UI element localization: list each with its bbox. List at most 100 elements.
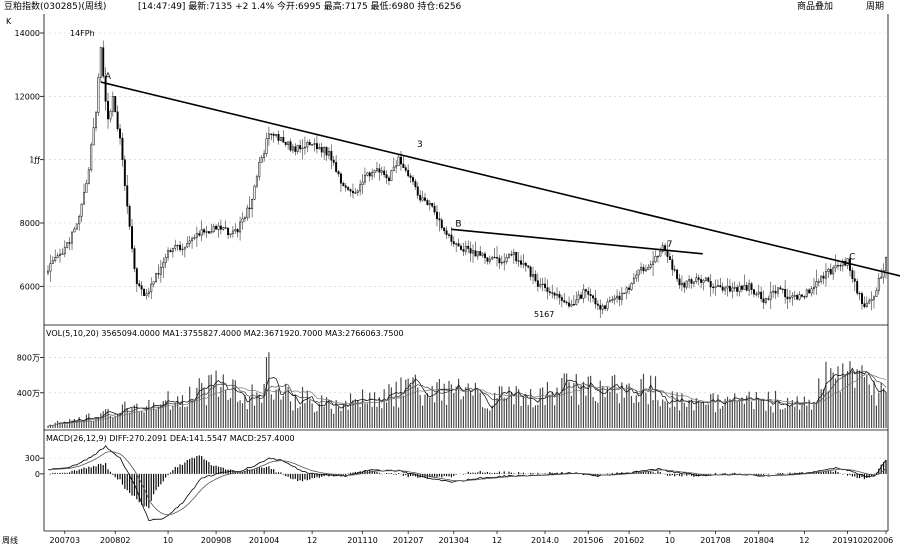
- candle-body: [570, 304, 573, 307]
- candle-body: [882, 270, 885, 278]
- candle-body: [635, 274, 638, 279]
- candle-body: [462, 249, 465, 252]
- candle-body: [68, 242, 71, 244]
- candle-body: [827, 269, 830, 272]
- candle-body: [474, 250, 477, 257]
- candle-body: [162, 262, 165, 268]
- volume-ma-line: [47, 367, 887, 427]
- x-tick-label: 200802: [100, 536, 131, 545]
- candle-body: [553, 292, 556, 296]
- candle-body: [793, 295, 796, 297]
- candle-body: [164, 256, 167, 263]
- candle-body: [135, 268, 138, 285]
- panel-frames: [43, 14, 889, 532]
- candle-body: [654, 256, 657, 263]
- candle-body: [181, 248, 184, 251]
- candle-body: [640, 267, 643, 271]
- candle-body: [493, 256, 496, 259]
- candle-body: [255, 176, 258, 187]
- candle-body: [539, 284, 542, 287]
- candle-body: [688, 279, 691, 282]
- candle-body: [865, 302, 868, 307]
- x-tick-label: 10: [665, 536, 675, 545]
- candle-body: [805, 289, 808, 297]
- candle-body: [491, 256, 494, 260]
- point-label: 3: [417, 140, 423, 150]
- candle-body: [572, 304, 575, 306]
- candle-body: [750, 283, 753, 290]
- volume-panel[interactable]: VOL(5,10,20) 3565094.0000 MA1:3755827.40…: [17, 329, 887, 428]
- candle-body: [308, 141, 311, 146]
- candle-body: [133, 248, 136, 269]
- x-tick-label: 201910: [832, 536, 863, 545]
- candle-body: [445, 230, 448, 235]
- candle-body: [159, 267, 162, 275]
- candle-body: [392, 166, 395, 171]
- candle-body: [313, 143, 316, 145]
- candle-body: [395, 165, 398, 168]
- candle-body: [584, 289, 587, 292]
- candle-body: [457, 243, 460, 247]
- candle-body: [594, 297, 597, 305]
- volume-ma-line: [47, 370, 887, 427]
- candle-body: [455, 243, 458, 245]
- candle-body: [390, 170, 393, 181]
- macd-panel[interactable]: MACD(26,12,9) DIFF:270.2091 DEA:141.5547…: [25, 434, 887, 522]
- candle-body: [769, 291, 772, 300]
- price-panel[interactable]: K 14000 12000 1ƒƒ 8000 6000 A 3 B 7 C 14FPh 5167: [6, 17, 900, 319]
- candle-body: [397, 156, 400, 167]
- candle-body: [450, 234, 453, 242]
- candle-body: [524, 262, 527, 266]
- candle-body: [426, 200, 429, 205]
- candle-body: [66, 242, 69, 248]
- candle-body: [788, 296, 791, 300]
- candle-body: [123, 159, 126, 186]
- candle-body: [481, 253, 484, 256]
- x-axis-ticks: 200703 200802 10 200908 201004 12 201110 201207…: [50, 531, 893, 545]
- point-label: B: [455, 219, 461, 229]
- candle-body: [368, 172, 371, 177]
- candle-body: [599, 305, 602, 310]
- candle-body: [587, 290, 590, 295]
- candle-body: [155, 273, 158, 283]
- candle-body: [198, 233, 201, 236]
- candle-body: [760, 291, 763, 300]
- x-tick-label: 200703: [50, 536, 81, 545]
- candle-body: [596, 303, 599, 306]
- instrument-title: 豆粕指数(030285)(周线): [4, 2, 107, 12]
- candle-body: [176, 244, 179, 247]
- candle-body: [851, 270, 854, 279]
- candle-body: [71, 231, 73, 244]
- trendline: [451, 228, 703, 255]
- candle-body: [644, 269, 647, 272]
- macd-label: MACD(26,12,9) DIFF:270.2091 DEA:141.5547…: [46, 434, 295, 443]
- overlay-button[interactable]: 商品叠加: [797, 2, 834, 12]
- candle-body: [47, 270, 49, 274]
- candle-body: [289, 141, 292, 151]
- candle-body: [832, 267, 835, 275]
- candle-body: [623, 292, 626, 295]
- candle-body: [724, 287, 727, 291]
- candle-body: [508, 254, 510, 258]
- candle-body: [661, 245, 664, 252]
- candle-body: [243, 217, 246, 220]
- candle-body: [344, 185, 347, 188]
- candle-body: [870, 298, 873, 302]
- candle-body: [839, 265, 842, 267]
- period-button[interactable]: 周期: [866, 2, 885, 12]
- candle-body: [275, 134, 278, 136]
- candle-body: [695, 277, 698, 283]
- price-axis-ticks: 14000 12000 1ƒƒ 8000 6000: [15, 29, 44, 291]
- candle-body: [808, 289, 811, 294]
- macd-axis-ticks: 300 0: [25, 454, 44, 479]
- candle-body: [347, 187, 350, 190]
- candle-body: [709, 281, 712, 288]
- candle-body: [111, 96, 114, 112]
- candle-body: [755, 293, 758, 296]
- candle-body: [762, 298, 765, 303]
- candle-body: [815, 281, 818, 288]
- volume-ma-line: [47, 374, 887, 427]
- candle-body: [551, 292, 554, 294]
- candle-body: [668, 256, 671, 260]
